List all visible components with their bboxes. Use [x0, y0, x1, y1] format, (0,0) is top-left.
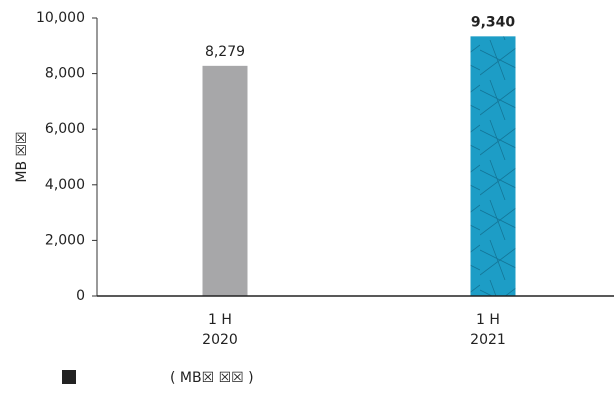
y-tick-label: 6,000 [45, 121, 85, 137]
legend-swatch [62, 370, 76, 384]
value-label: 9,340 [471, 14, 516, 30]
y-axis-label: MB ☒☒ [14, 131, 30, 182]
chart: MB ☒☒ ( MB☒ ☒☒ ) 0 2,000 4,000 6,000 8,000 10… [0, 0, 614, 394]
legend-label: ( MB☒ ☒☒ ) [170, 370, 254, 386]
y-tick-label: 4,000 [45, 177, 85, 193]
x-tick-label: 2020 [202, 332, 238, 348]
y-tick-label: 10,000 [36, 10, 85, 26]
x-tick-label: 2021 [470, 332, 506, 348]
y-tick-label: 2,000 [45, 232, 85, 248]
y-tick-label: 8,000 [45, 66, 85, 82]
value-label: 8,279 [205, 44, 245, 60]
bar [203, 66, 248, 296]
y-tick-label: 0 [76, 288, 85, 304]
x-tick-label: 1 H [208, 312, 232, 328]
x-tick-label: 1 H [476, 312, 500, 328]
bar-texture [471, 36, 516, 296]
